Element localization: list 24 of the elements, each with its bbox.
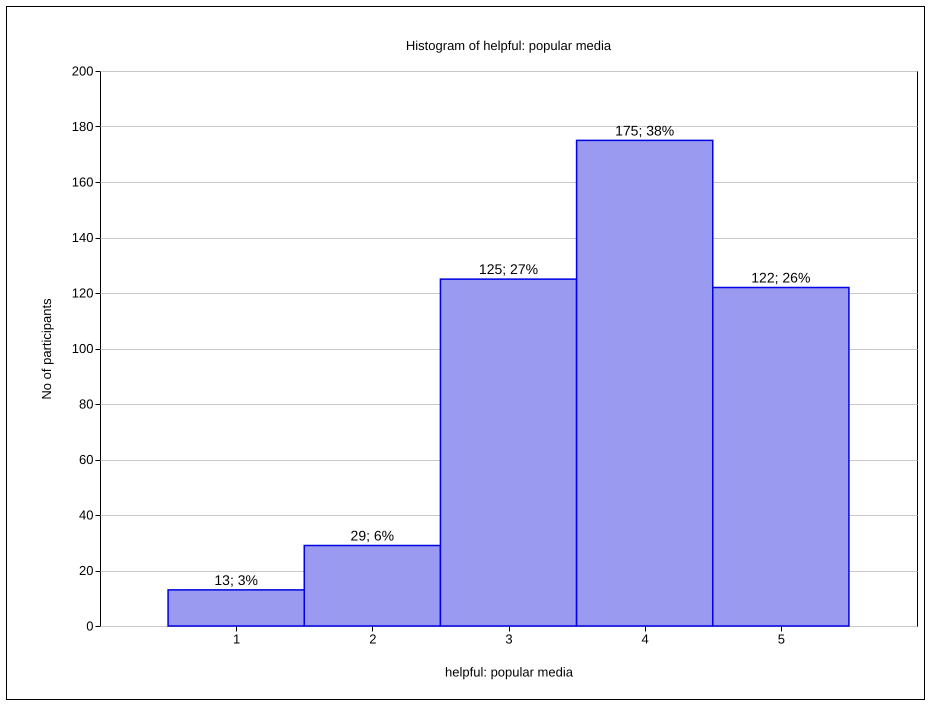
- x-tick-label: 3: [505, 632, 513, 646]
- y-tick-label: 140: [72, 230, 94, 245]
- y-tick-label: 160: [72, 174, 94, 190]
- y-tick-label: 200: [72, 64, 94, 78]
- y-tick-label: 20: [79, 563, 94, 578]
- x-tick-label: 5: [778, 632, 785, 646]
- y-tick-label: 120: [72, 286, 94, 300]
- data-label: 122; 26%: [751, 269, 810, 286]
- y-tick-label: 60: [79, 452, 94, 467]
- y-axis-title: No of participants: [38, 298, 54, 400]
- chart-title: Histogram of helpful: popular media: [406, 38, 612, 53]
- y-tick-label: 100: [72, 341, 94, 356]
- x-tick-label: 1: [233, 632, 240, 646]
- data-label: 13; 3%: [214, 572, 258, 588]
- data-label: 125; 27%: [478, 261, 538, 278]
- x-tick-label: 4: [642, 632, 649, 646]
- y-tick-label: 40: [79, 508, 94, 522]
- y-tick-label: 80: [79, 396, 94, 412]
- data-label: 175; 38%: [615, 122, 674, 138]
- data-label: 29; 6%: [350, 528, 394, 544]
- y-tick-label: 180: [72, 119, 94, 134]
- x-axis-title: helpful: popular media: [445, 664, 574, 680]
- y-tick-label: 0: [86, 618, 94, 634]
- x-tick-label: 2: [369, 632, 376, 646]
